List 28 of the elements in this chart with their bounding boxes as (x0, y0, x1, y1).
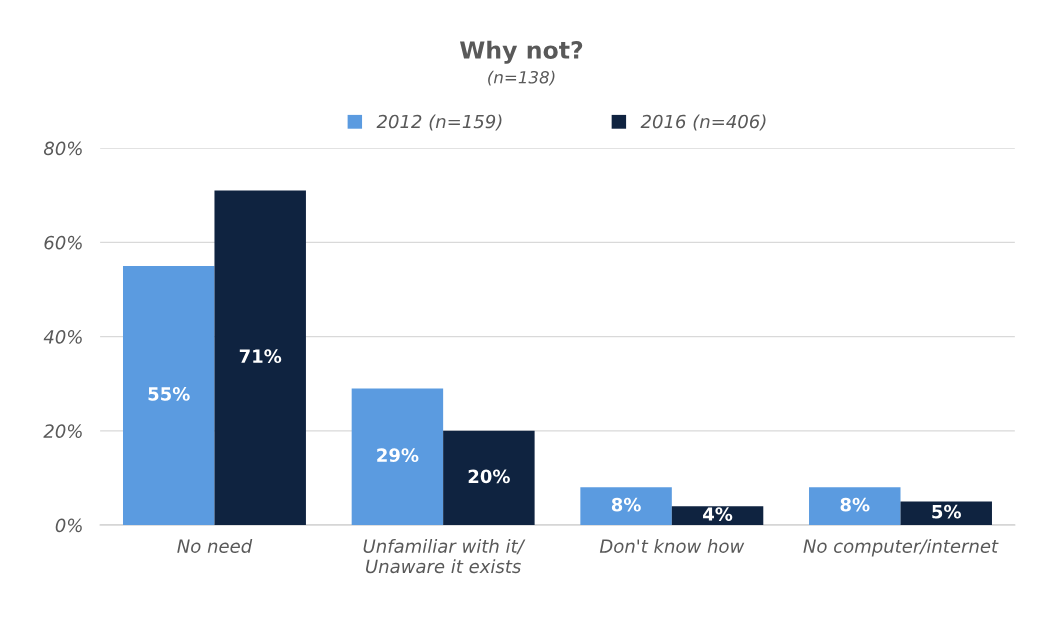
data-label: 71% (239, 349, 282, 364)
data-label: 4% (703, 507, 733, 521)
bar (123, 265, 215, 526)
bar (351, 388, 444, 526)
bar (580, 487, 672, 526)
bar (671, 506, 764, 526)
x-tick-label: Unfamiliar with it/ Unaware it exists (363, 538, 526, 574)
x-tick-label: No computer/internet (803, 538, 999, 557)
x-tick-label: Don't know how (599, 538, 745, 553)
legend-label: 2012 (n=159) (376, 114, 502, 131)
y-tick-label: 80% (43, 141, 82, 156)
chart-subtitle: (n=138) (488, 70, 555, 86)
x-tick-label: No need (177, 538, 253, 553)
bar (809, 487, 901, 526)
bar (214, 190, 306, 526)
y-tick-label: 20% (43, 424, 82, 438)
data-label: 5% (932, 504, 961, 519)
y-tick-label: 40% (43, 330, 82, 344)
data-label: 29% (377, 448, 419, 462)
data-label: 8% (840, 497, 870, 512)
legend-label: 2016 (n=406) (640, 114, 766, 131)
bar (443, 430, 535, 526)
data-label: 20% (468, 469, 510, 484)
y-tick-label: 0% (55, 518, 82, 533)
data-label: 8% (611, 497, 641, 512)
chart-title: Why not? (459, 40, 583, 64)
y-tick-label: 60% (44, 235, 82, 250)
data-label: 55% (148, 387, 190, 401)
